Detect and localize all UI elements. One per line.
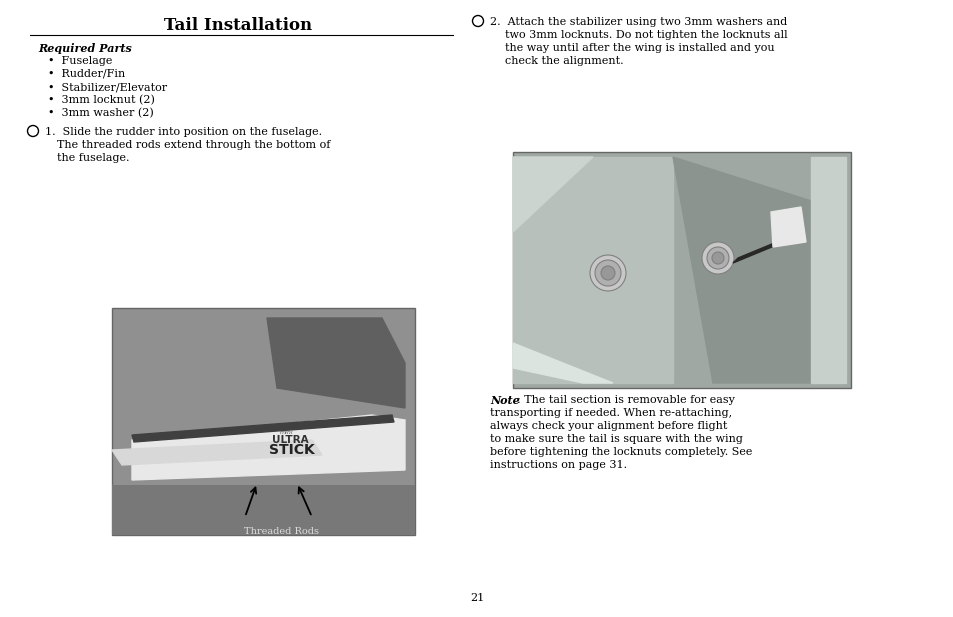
Polygon shape <box>513 343 613 383</box>
Text: 1.  Slide the rudder into position on the fuselage.: 1. Slide the rudder into position on the… <box>45 127 322 137</box>
Bar <box>513 152 850 388</box>
Text: the fuselage.: the fuselage. <box>57 153 130 163</box>
Circle shape <box>600 266 615 280</box>
Text: Required Parts: Required Parts <box>38 43 132 54</box>
Polygon shape <box>267 318 405 408</box>
Text: •  Stabilizer/Elevator: • Stabilizer/Elevator <box>48 82 167 92</box>
Text: ULTRA: ULTRA <box>272 435 308 445</box>
Text: Threaded Rods: Threaded Rods <box>244 527 319 536</box>
Text: •  3mm washer (2): • 3mm washer (2) <box>48 108 153 118</box>
Circle shape <box>701 242 733 274</box>
Polygon shape <box>513 157 672 383</box>
Circle shape <box>589 255 625 291</box>
Text: check the alignment.: check the alignment. <box>504 56 623 66</box>
Bar <box>112 308 415 535</box>
Circle shape <box>706 247 728 269</box>
Text: STICK: STICK <box>269 443 314 457</box>
Polygon shape <box>810 157 845 383</box>
Text: •  Fuselage: • Fuselage <box>48 56 112 66</box>
Text: the way until after the wing is installed and you: the way until after the wing is installe… <box>504 43 774 53</box>
Polygon shape <box>732 232 801 263</box>
Circle shape <box>711 252 723 264</box>
Text: •  Rudder/Fin: • Rudder/Fin <box>48 69 125 79</box>
Circle shape <box>472 15 483 27</box>
Text: Note: Note <box>490 395 519 406</box>
Text: mini: mini <box>280 430 294 435</box>
Polygon shape <box>513 157 593 232</box>
Polygon shape <box>132 415 405 480</box>
Text: 21: 21 <box>470 593 483 603</box>
Text: : The tail section is removable for easy: : The tail section is removable for easy <box>517 395 734 405</box>
Polygon shape <box>672 157 845 383</box>
Text: The threaded rods extend through the bottom of: The threaded rods extend through the bot… <box>57 140 330 150</box>
Text: two 3mm locknuts. Do not tighten the locknuts all: two 3mm locknuts. Do not tighten the loc… <box>504 30 787 40</box>
Text: transporting if needed. When re-attaching,: transporting if needed. When re-attachin… <box>490 408 731 418</box>
Text: instructions on page 31.: instructions on page 31. <box>490 460 626 470</box>
Text: to make sure the tail is square with the wing: to make sure the tail is square with the… <box>490 434 742 444</box>
Text: •  3mm locknut (2): • 3mm locknut (2) <box>48 95 154 106</box>
Circle shape <box>595 260 620 286</box>
Text: 2.  Attach the stabilizer using two 3mm washers and: 2. Attach the stabilizer using two 3mm w… <box>490 17 786 27</box>
Polygon shape <box>132 415 394 442</box>
Text: Tail Installation: Tail Installation <box>164 17 312 34</box>
Text: before tightening the locknuts completely. See: before tightening the locknuts completel… <box>490 447 752 457</box>
Bar <box>112 485 415 535</box>
Text: always check your alignment before flight: always check your alignment before fligh… <box>490 421 726 431</box>
Polygon shape <box>112 440 322 465</box>
Circle shape <box>28 125 38 136</box>
Polygon shape <box>770 207 805 247</box>
